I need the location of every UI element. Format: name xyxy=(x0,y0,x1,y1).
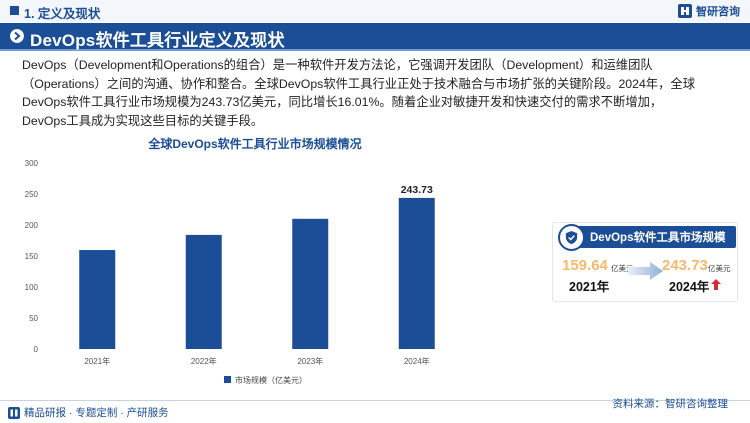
year-2021: 2021年 xyxy=(569,280,610,294)
x-tick-label: 2024年 xyxy=(404,356,430,366)
banner-underline xyxy=(0,49,750,51)
chart-title: 全球DevOps软件工具行业市场规模情况 xyxy=(147,136,361,151)
unit-2021: 亿美元 xyxy=(611,264,634,273)
bar-2024年 xyxy=(398,197,435,349)
footer-tags: 精品研报 · 专题定制 · 产研服务 xyxy=(8,405,169,420)
y-tick-label: 200 xyxy=(25,221,39,230)
footer-tags-text: 精品研报 · 专题定制 · 产研服务 xyxy=(24,407,169,419)
unit-2024: 亿美元 xyxy=(708,264,731,273)
source-note: 资料来源：智研咨询整理 xyxy=(612,398,729,410)
footer-divider xyxy=(0,400,750,401)
up-arrow-icon xyxy=(711,279,721,290)
market-size-bar-chart: 全球DevOps软件工具行业市场规模情况 050100150200250300 … xyxy=(25,136,435,385)
y-tick-label: 250 xyxy=(25,190,39,199)
bar-2023年 xyxy=(292,218,329,349)
x-tick-label: 2022年 xyxy=(191,356,217,366)
legend-swatch xyxy=(224,376,231,383)
value-2024: 243.73 xyxy=(662,257,708,274)
logo-icon xyxy=(8,406,20,419)
top-bar xyxy=(0,0,750,22)
shield-check-icon xyxy=(558,224,585,251)
y-tick-label: 0 xyxy=(34,345,39,354)
intro-line: DevOps软件工具行业市场规模为243.73亿美元，同比增长16.01%。随着… xyxy=(22,95,663,110)
legend-label: 市场规模（亿美元） xyxy=(235,375,307,385)
page-title: DevOps软件工具行业定义及现状 xyxy=(30,31,285,50)
brand-logo: 智研咨询 xyxy=(678,3,740,19)
title-banner xyxy=(0,23,750,49)
y-tick-label: 150 xyxy=(25,252,39,261)
logo-icon xyxy=(678,4,692,18)
intro-line: （Operations）之间的沟通、协作和整合。全球DevOps软件工具行业正处… xyxy=(22,76,695,91)
card-title: DevOps软件工具市场规模 xyxy=(590,232,726,244)
card-header xyxy=(566,226,736,248)
section-marker xyxy=(10,6,19,15)
x-tick-label: 2023年 xyxy=(297,356,323,366)
growth-arrow-icon xyxy=(628,262,663,280)
logo-text: 智研咨询 xyxy=(696,6,740,18)
year-2024: 2024年 xyxy=(669,280,710,294)
value-2021: 159.64 xyxy=(562,257,608,274)
intro-paragraph: DevOps（Development和Operations的组合）是一种软件开发… xyxy=(22,56,734,130)
intro-line: DevOps（Development和Operations的组合）是一种软件开发… xyxy=(22,58,653,72)
y-tick-label: 100 xyxy=(25,283,39,292)
x-tick-label: 2021年 xyxy=(84,356,110,366)
data-label: 243.73 xyxy=(401,184,433,196)
section-title: 1. 定义及现状 xyxy=(24,7,101,21)
y-tick-label: 300 xyxy=(25,159,39,168)
y-tick-label: 50 xyxy=(29,314,38,323)
chevron-right-icon xyxy=(10,29,24,43)
intro-line: DevOps工具成为实现这些目标的关键手段。 xyxy=(22,113,264,128)
bar-2021年 xyxy=(79,250,116,349)
bar-2022年 xyxy=(185,234,222,349)
